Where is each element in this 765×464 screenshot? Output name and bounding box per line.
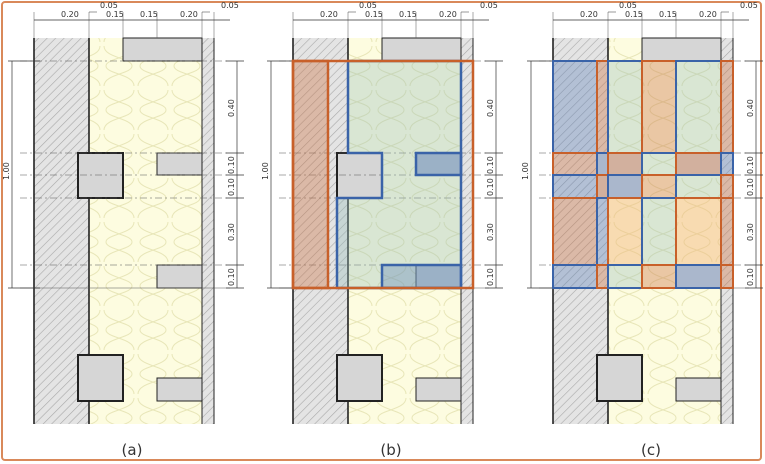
overlay-panel-c: [552, 60, 734, 289]
dimension-label-left: 1.00: [521, 162, 530, 180]
partition-cell: [641, 152, 677, 176]
dimension-label-top: 0.15: [399, 10, 417, 19]
partition-cell: [720, 174, 734, 199]
dimension-label-right: 0.40: [486, 99, 495, 117]
dimension-label-right: 0.40: [746, 99, 755, 117]
partition-cell: [720, 197, 734, 266]
partition-cell: [596, 152, 609, 176]
timber-stud: [77, 354, 124, 402]
timber-stud: [415, 377, 462, 402]
partition-cell: [607, 60, 643, 154]
partition-cell: [552, 197, 598, 266]
partition-cell: [641, 197, 677, 266]
partition-cell: [675, 264, 722, 289]
dimension-label-right: 0.30: [746, 223, 755, 241]
partition-cell: [607, 264, 643, 289]
dimension-label-top: 0.05: [480, 1, 498, 10]
dimension-label-right: 0.10: [486, 178, 495, 196]
partition-cell: [720, 264, 734, 289]
panel-b: 0.200.050.15 0.15 0.200.051.000.400.100.10…: [261, 1, 503, 459]
dimension-label-right: 0.10: [227, 268, 236, 286]
partition-cell: [596, 197, 609, 266]
orange-region: [291, 59, 330, 290]
blue-stud-region: [380, 263, 463, 290]
partition-cell: [552, 174, 598, 199]
timber-stud: [596, 354, 643, 402]
partition-cell: [552, 264, 598, 289]
partition-cell: [641, 264, 677, 289]
partition-cell: [596, 264, 609, 289]
partition-cell: [607, 197, 643, 266]
dimension-label-top: 0.15: [106, 10, 124, 19]
overlay-panel-b: [291, 59, 475, 290]
cladding-strip: [202, 38, 214, 424]
partition-cell: [720, 152, 734, 176]
partition-cell: [675, 60, 722, 154]
dimension-label-right: 0.10: [746, 178, 755, 196]
dimension-label-top: 0.15: [365, 10, 383, 19]
dimension-label-right: 0.10: [746, 268, 755, 286]
dimension-label-right: 0.30: [486, 223, 495, 241]
dimension-label-top: 0.15: [659, 10, 677, 19]
partition-cell: [596, 60, 609, 154]
dimension-label-top: 0.15: [140, 10, 158, 19]
dimension-label-top: 0.20: [180, 10, 198, 19]
partition-cell: [675, 197, 722, 266]
partition-cell: [720, 60, 734, 154]
dimension-label-right: 0.10: [227, 178, 236, 196]
dimension-label-top: 0.05: [740, 1, 758, 10]
panel-caption: (c): [641, 441, 661, 459]
blue-stud-region: [414, 151, 463, 177]
dimension-label-top: 0.20: [320, 10, 338, 19]
timber-stud: [675, 377, 722, 402]
partition-cell: [641, 174, 677, 199]
cladding-strip: [461, 38, 473, 424]
cladding-strip: [721, 38, 733, 424]
dimension-label-top: 0.05: [359, 1, 377, 10]
partition-cell: [596, 174, 609, 199]
dimension-label-top: 0.20: [439, 10, 457, 19]
partition-cell: [607, 174, 643, 199]
partition-cell: [552, 152, 598, 176]
dimension-label-right: 0.40: [227, 99, 236, 117]
dimension-label-top: 0.05: [100, 1, 118, 10]
timber-stud: [336, 152, 383, 199]
dimension-label-top: 0.20: [61, 10, 79, 19]
timber-stud: [156, 377, 203, 402]
timber-stud: [77, 152, 124, 199]
panel-caption: (a): [122, 441, 143, 459]
panel-c: 0.200.050.15 0.15 0.200.051.000.400.100.10…: [521, 1, 763, 459]
timber-stud: [641, 37, 722, 62]
blue-region: [335, 59, 463, 290]
panel-caption: (b): [380, 441, 401, 459]
timber-stud: [156, 264, 203, 289]
dimension-label-right: 0.10: [746, 156, 755, 174]
timber-stud: [336, 354, 383, 402]
dimension-label-left: 1.00: [261, 162, 270, 180]
dimension-label-right: 0.10: [486, 268, 495, 286]
dimension-label-top: 0.15: [625, 10, 643, 19]
dimension-label-left: 1.00: [2, 162, 11, 180]
partition-cell: [641, 60, 677, 154]
partition-cell: [675, 174, 722, 199]
dimension-label-top: 0.20: [699, 10, 717, 19]
partition-cell: [552, 60, 598, 154]
panel-a: 0.200.050.15 0.15 0.200.051.000.400.100.10…: [2, 1, 244, 459]
timber-stud: [381, 37, 462, 62]
timber-stud: [122, 37, 203, 62]
orange-outline: [291, 59, 475, 290]
timber-stud: [156, 152, 203, 176]
dimension-label-top: 0.05: [221, 1, 239, 10]
partition-cell: [607, 152, 643, 176]
dimension-label-top: 0.05: [619, 1, 637, 10]
dimension-label-top: 0.20: [580, 10, 598, 19]
dimension-label-right: 0.10: [227, 156, 236, 174]
dimension-label-right: 0.30: [227, 223, 236, 241]
dimension-label-right: 0.10: [486, 156, 495, 174]
partition-cell: [675, 152, 722, 176]
